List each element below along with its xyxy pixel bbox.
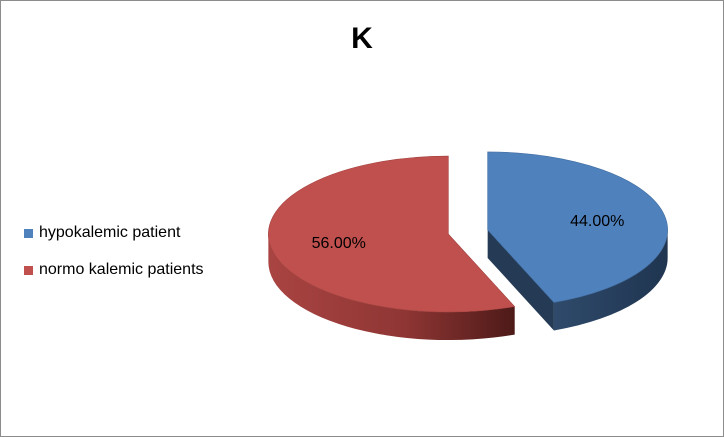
pie-slice-normokalemic [268, 155, 516, 313]
pie-slice-hypokalemic [487, 151, 668, 303]
legend-label-normokalemic: normo kalemic patients [39, 261, 204, 278]
slices-layer [268, 151, 668, 341]
legend-item-normokalemic: normo kalemic patients [24, 259, 204, 281]
pie-slice-normokalemic-side [268, 234, 515, 341]
legend-swatch-normokalemic [24, 265, 33, 275]
legend-item-hypokalemic: hypokalemic patient [24, 222, 204, 244]
labels-layer: 44.00% 56.00% [312, 213, 625, 252]
data-label-normokalemic: 56.00% [312, 235, 366, 252]
pie-slice-hypokalemic-cut-face [487, 229, 554, 331]
legend: hypokalemic patient normo kalemic patien… [24, 222, 204, 296]
pie-slice-hypokalemic-side [553, 229, 668, 331]
legend-swatch-hypokalemic [24, 228, 33, 238]
data-label-hypokalemic: 44.00% [570, 213, 624, 230]
chart-title: K [351, 22, 373, 55]
legend-label-hypokalemic: hypokalemic patient [39, 224, 181, 241]
